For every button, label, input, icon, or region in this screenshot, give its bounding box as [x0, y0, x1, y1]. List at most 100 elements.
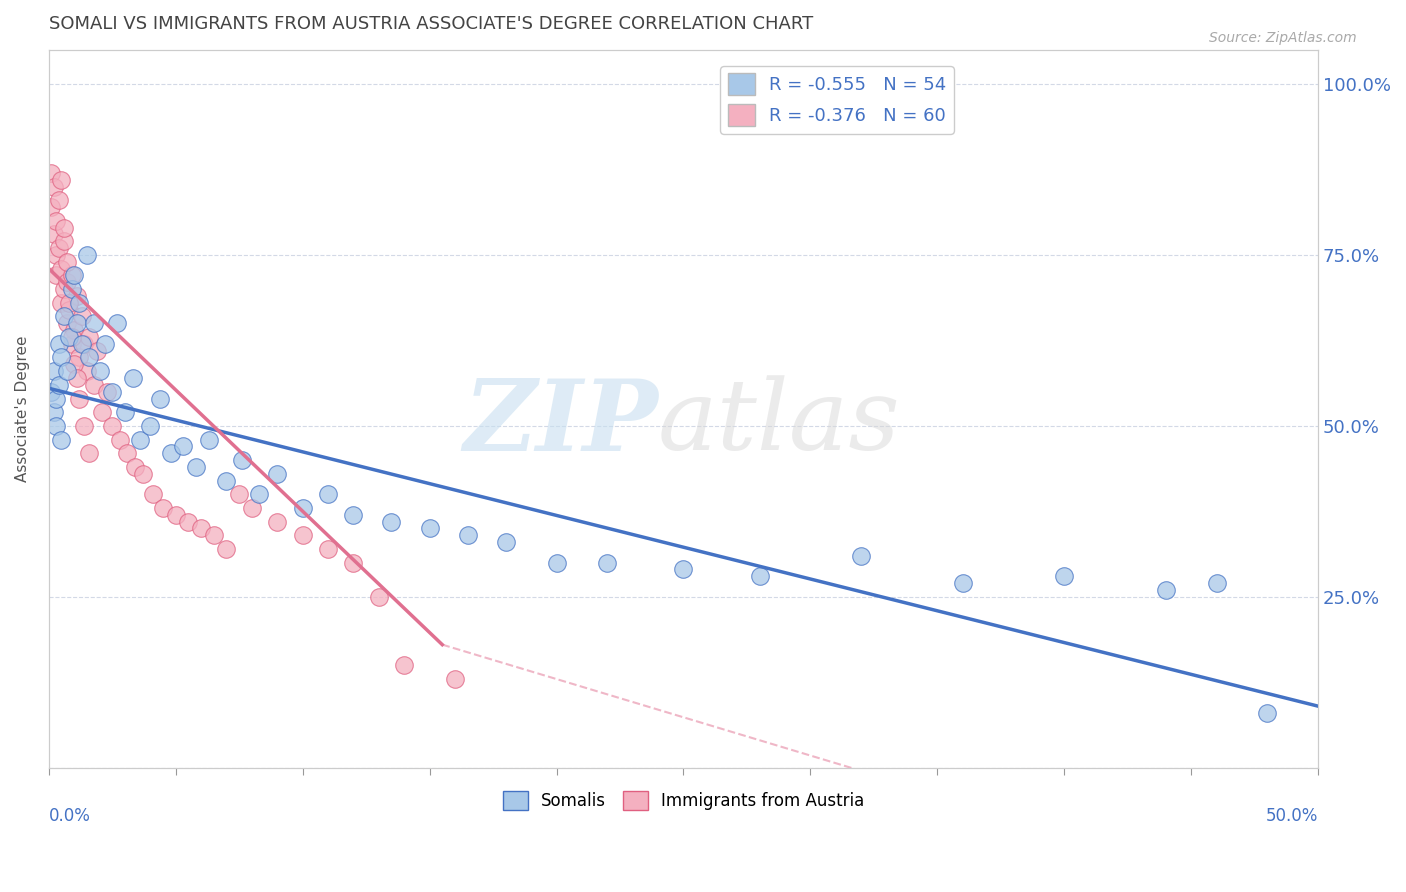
Point [197, 433, 219, 447]
Point [419, 521, 441, 535]
Point [190, 521, 212, 535]
Point [291, 528, 314, 542]
Point [60, 268, 83, 283]
Point [55, 364, 77, 378]
Point [849, 549, 872, 563]
Point [48, 241, 70, 255]
Point [952, 576, 974, 591]
Point [1154, 582, 1177, 597]
Point [70, 336, 93, 351]
Point [249, 487, 271, 501]
Point [73, 418, 96, 433]
Point [129, 433, 152, 447]
Point [215, 541, 238, 556]
Point [121, 371, 143, 385]
Text: SOMALI VS IMMIGRANTS FROM AUSTRIA ASSOCIATE'S DEGREE CORRELATION CHART: SOMALI VS IMMIGRANTS FROM AUSTRIA ASSOCI… [49, 15, 813, 33]
Point [1205, 576, 1227, 591]
Point [39, 200, 62, 214]
Point [66, 371, 89, 385]
Text: 50.0%: 50.0% [1265, 807, 1319, 825]
Point [51, 172, 73, 186]
Text: ZIP: ZIP [463, 375, 658, 471]
Point [39, 166, 62, 180]
Point [114, 405, 136, 419]
Text: 0.0%: 0.0% [49, 807, 90, 825]
Point [546, 556, 568, 570]
Point [165, 508, 187, 522]
Point [342, 508, 364, 522]
Point [60, 336, 83, 351]
Point [53, 282, 76, 296]
Point [39, 384, 62, 399]
Point [53, 234, 76, 248]
Point [63, 357, 86, 371]
Point [342, 556, 364, 570]
Point [51, 433, 73, 447]
Point [177, 515, 200, 529]
Point [66, 289, 89, 303]
Point [76, 248, 98, 262]
Point [457, 528, 479, 542]
Point [139, 418, 162, 433]
Point [159, 446, 181, 460]
Point [42, 227, 65, 242]
Point [79, 351, 101, 365]
Point [93, 336, 115, 351]
Point [55, 316, 77, 330]
Point [108, 433, 131, 447]
Point [63, 323, 86, 337]
Point [392, 658, 415, 673]
Point [86, 343, 108, 358]
Point [240, 500, 263, 515]
Point [42, 179, 65, 194]
Point [70, 310, 93, 324]
Point [76, 364, 98, 378]
Point [45, 268, 67, 283]
Point [79, 446, 101, 460]
Point [1053, 569, 1076, 583]
Point [67, 295, 90, 310]
Point [96, 384, 118, 399]
Y-axis label: Associate's Degree: Associate's Degree [15, 335, 30, 482]
Point [58, 295, 80, 310]
Point [596, 556, 619, 570]
Point [117, 446, 139, 460]
Text: atlas: atlas [658, 376, 901, 471]
Point [51, 261, 73, 276]
Point [101, 384, 124, 399]
Point [367, 590, 389, 604]
Point [124, 459, 146, 474]
Point [45, 213, 67, 227]
Point [51, 351, 73, 365]
Point [67, 392, 90, 406]
Point [42, 364, 65, 378]
Point [316, 541, 339, 556]
Point [495, 535, 517, 549]
Point [444, 672, 467, 686]
Point [53, 310, 76, 324]
Point [83, 316, 105, 330]
Point [91, 405, 114, 419]
Point [215, 474, 238, 488]
Point [58, 302, 80, 317]
Point [184, 459, 207, 474]
Point [79, 330, 101, 344]
Point [48, 336, 70, 351]
Point [142, 487, 165, 501]
Point [228, 487, 250, 501]
Point [748, 569, 770, 583]
Point [48, 193, 70, 207]
Point [266, 467, 288, 481]
Point [172, 439, 194, 453]
Point [48, 377, 70, 392]
Point [66, 316, 89, 330]
Legend: R = -0.555   N = 54, R = -0.376   N = 60: R = -0.555 N = 54, R = -0.376 N = 60 [720, 66, 953, 134]
Point [149, 392, 172, 406]
Point [380, 515, 402, 529]
Point [73, 336, 96, 351]
Point [101, 418, 124, 433]
Point [316, 487, 339, 501]
Point [83, 377, 105, 392]
Point [231, 453, 253, 467]
Point [152, 500, 174, 515]
